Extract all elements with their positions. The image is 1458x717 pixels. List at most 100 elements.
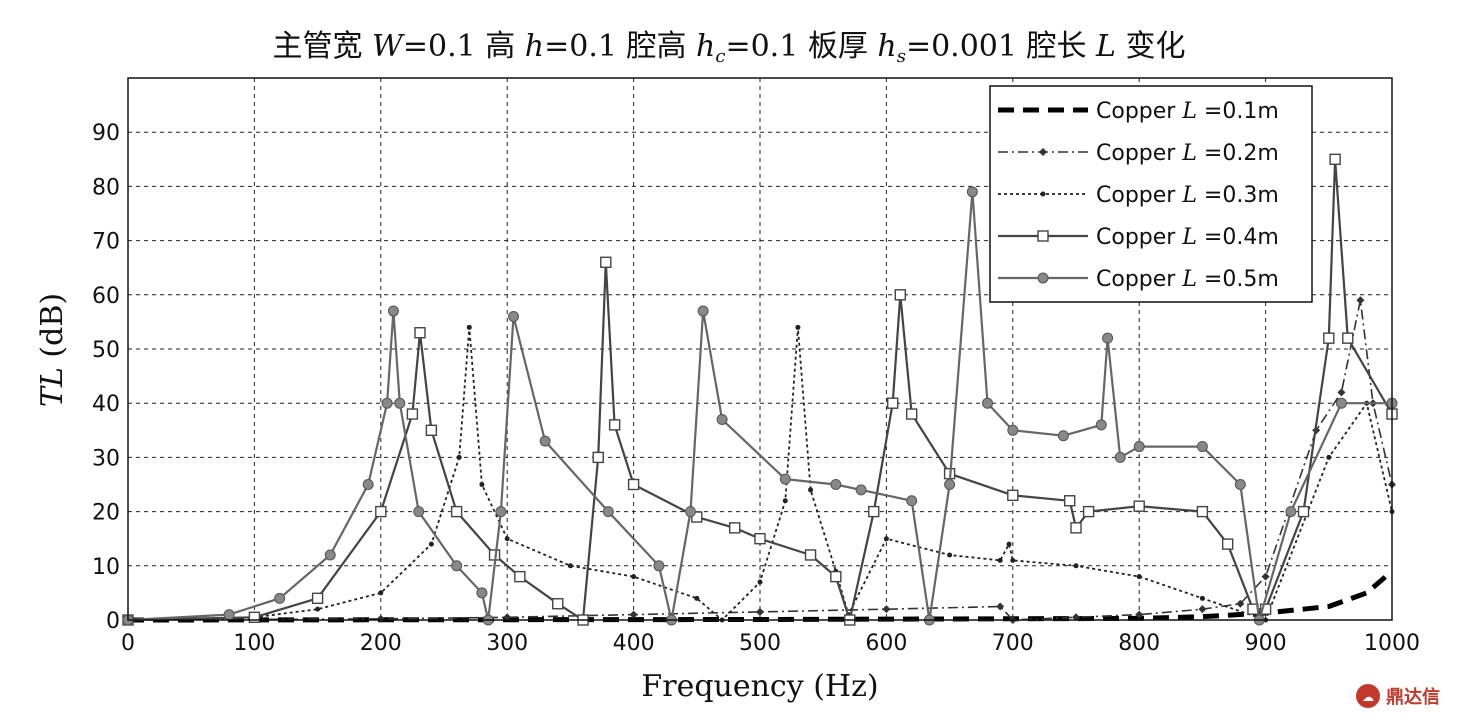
data-point [1221,538,1234,550]
y-axis-title: TL (dB) [35,293,70,407]
ticks: 0 100 200 300 400 500 600 700 800 900 1000 0 10 20 30 4… [92,121,1420,656]
legend-marker [1039,148,1047,156]
x-tick-label: 600 [865,631,907,656]
data-point [476,587,488,599]
legend: Copper L =0.1m Copper L =0.2m Copper L =0.… [989,85,1313,303]
y-tick-label: 90 [92,121,120,146]
data-point [378,590,384,596]
data-point [375,505,387,518]
y-tick-label: 80 [92,175,120,200]
series-5 [122,186,1398,626]
data-point [394,397,406,409]
series-3 [125,324,1395,623]
y-tick-label: 70 [92,230,120,255]
data-point [757,579,763,585]
x-tick-label: 700 [992,631,1034,656]
data-point [1073,563,1079,569]
x-tick-label: 100 [233,631,275,656]
data-point [887,397,899,409]
data-point [804,549,817,561]
data-point [1236,599,1245,608]
data-point [1006,541,1012,547]
watermark-text: 鼎达信 [1386,686,1440,708]
data-point [883,536,889,542]
data-point [691,511,703,523]
data-point [387,305,399,317]
data-point [1102,332,1114,344]
legend-marker [1040,191,1046,197]
data-point [1326,454,1332,460]
series-line [127,569,1394,623]
data-point [376,614,385,623]
x-tick-label: 200 [360,631,402,656]
data-point [495,506,507,518]
data-point [997,557,1003,563]
data-point [1198,605,1207,614]
legend-marker [1037,272,1049,284]
watermark-icon-glyph: ☁ [1362,690,1374,704]
data-point [996,602,1005,611]
legend-label: Copper L =0.5m [1096,267,1279,292]
data-point [1114,451,1126,463]
data-point [248,611,261,623]
y-tick-label: 0 [106,609,120,634]
data-point [362,479,374,490]
data-point [274,592,286,604]
data-point [1196,505,1209,518]
legend-label: Copper L =0.2m [1096,141,1279,166]
watermark: ☁ 鼎达信 [1356,684,1440,708]
data-point [381,397,393,409]
data-point [697,305,709,317]
data-point [882,605,891,614]
data-point [324,549,336,561]
y-tick-label: 30 [92,446,120,471]
data-point [1337,388,1346,397]
data-point [1070,522,1082,534]
x-axis-title: Frequency (Hz) [641,669,878,704]
data-point [223,609,235,621]
data-point [450,505,463,518]
series-1 [127,569,1394,623]
data-point [779,473,791,485]
x-tick-label: 500 [739,631,781,656]
data-point [1285,506,1297,518]
y-tick-label: 50 [92,338,120,363]
data-point [1082,505,1095,518]
data-point [1007,424,1019,436]
data-point [428,541,434,547]
data-point [754,533,766,545]
cloud-badge-icon [1356,684,1380,708]
data-point [894,289,907,301]
data-point [456,454,462,460]
x-tick-label: 800 [1118,631,1160,656]
data-point [653,560,665,572]
data-point [782,498,788,504]
data-point [906,495,918,507]
data-point [311,592,324,605]
data-point [315,606,321,612]
legend-label: Copper L =0.4m [1096,225,1279,250]
y-tick-label: 10 [92,555,120,580]
data-point [729,522,741,534]
data-point [944,479,956,490]
data-point [629,610,638,619]
data-point [830,479,842,490]
data-point [1095,419,1107,431]
data-point [1356,296,1365,305]
data-point [406,408,419,420]
data-point [508,310,520,322]
data-point [1196,441,1208,453]
data-point [600,256,612,268]
series-4 [122,153,1398,626]
legend-marker [1037,230,1049,242]
data-point [466,324,472,330]
x-tick-label: 1000 [1364,631,1420,656]
data-point [947,552,953,558]
plot-frame [127,77,1393,621]
data-point [451,560,463,572]
data-point [414,327,426,339]
data-point [413,506,425,518]
y-tick-label: 40 [92,392,120,417]
data-point [808,487,814,493]
y-tick-label: 60 [92,284,120,309]
